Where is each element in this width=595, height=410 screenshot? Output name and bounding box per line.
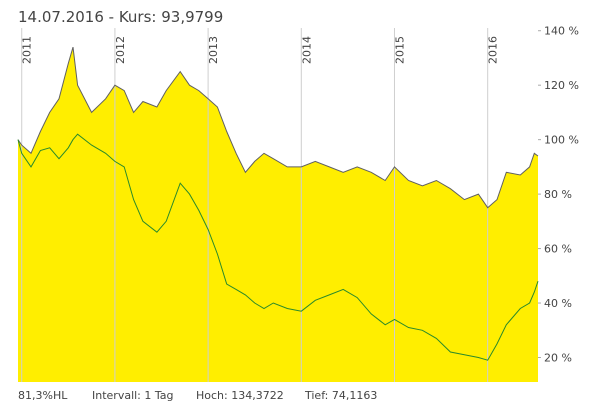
x-tick-label: 2011 <box>21 36 34 64</box>
x-tick-label: 2016 <box>487 36 500 64</box>
chart-title: 14.07.2016 - Kurs: 93,9799 <box>18 8 223 26</box>
y-tick-label: 80 % <box>544 188 572 201</box>
footer-text: Hoch: 134,3722 <box>196 389 284 402</box>
y-tick-label: 40 % <box>544 297 572 310</box>
y-tick-label: 100 % <box>544 134 579 147</box>
line <box>17 46 539 209</box>
footer-text: 81,3%HL <box>18 389 68 402</box>
y-tick-label: 120 % <box>544 79 579 92</box>
x-tick-label: 2012 <box>114 36 127 64</box>
x-tick-label: 2013 <box>207 36 220 64</box>
line <box>17 133 539 361</box>
x-tick-label: 2014 <box>300 36 313 64</box>
x-tick-label: 2015 <box>393 36 406 64</box>
y-tick-label: 140 % <box>544 25 579 38</box>
y-tick-label: 20 % <box>544 351 572 364</box>
y-tick-label: 60 % <box>544 243 572 256</box>
area-fill <box>18 47 538 382</box>
footer-text: Intervall: 1 Tag <box>92 389 174 402</box>
footer-text: Tief: 74,1163 <box>304 389 377 402</box>
